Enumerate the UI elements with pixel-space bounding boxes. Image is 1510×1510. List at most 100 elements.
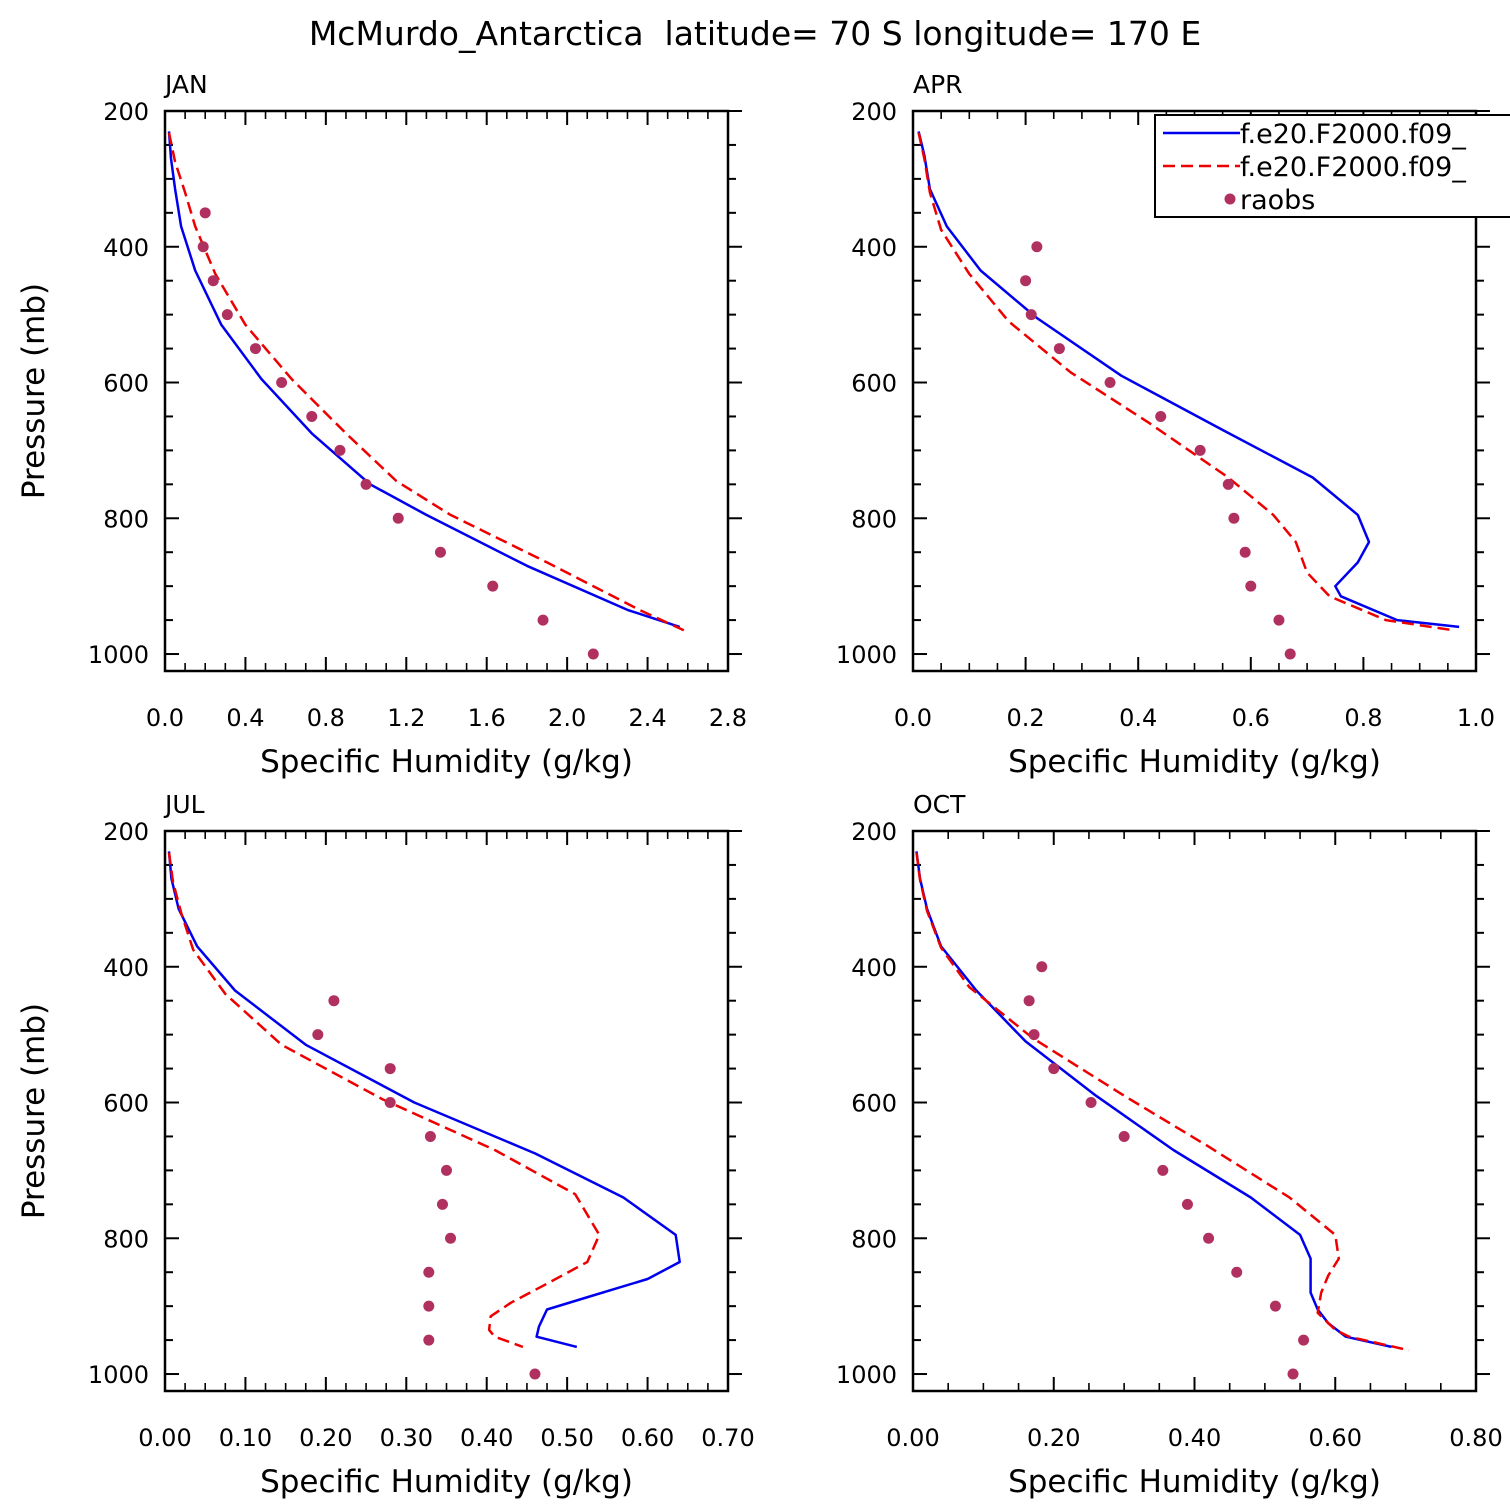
series-line-dashed xyxy=(167,132,685,632)
raobs-point xyxy=(587,648,599,660)
y-tick-label: 400 xyxy=(103,954,149,982)
raobs-point xyxy=(434,546,446,558)
y-tick-label: 600 xyxy=(851,1090,897,1118)
raobs-point xyxy=(1284,648,1296,660)
y-tick-label: 600 xyxy=(103,1090,149,1118)
x-tick-label: 2.0 xyxy=(548,704,586,732)
legend: f.e20.F2000.f09_f.e20.F2000.f09_raobs xyxy=(1154,114,1510,218)
raobs-point xyxy=(445,1232,457,1244)
series-line-solid xyxy=(167,131,681,629)
x-tick-label: 0.60 xyxy=(621,1424,674,1452)
raobs-point xyxy=(1053,343,1065,355)
x-axis-label: Specific Humidity (g/kg) xyxy=(1008,744,1381,780)
raobs-point xyxy=(1269,1300,1281,1312)
legend-marker-raobs xyxy=(1224,193,1236,205)
raobs-point xyxy=(1036,961,1048,973)
x-tick-label: 0.40 xyxy=(1168,1424,1221,1452)
x-tick-label: 0.8 xyxy=(307,704,345,732)
raobs-point xyxy=(487,580,499,592)
plot-frame xyxy=(163,829,730,1393)
raobs-point xyxy=(424,1130,436,1142)
raobs-point xyxy=(1245,580,1257,592)
x-tick-label: 2.4 xyxy=(628,704,666,732)
series-line-solid xyxy=(915,851,1392,1349)
x-axis-label: Specific Humidity (g/kg) xyxy=(1008,1464,1381,1500)
y-tick-label: 400 xyxy=(103,234,149,262)
y-tick-label: 200 xyxy=(851,98,897,126)
legend-label: f.e20.F2000.f09_ xyxy=(1240,119,1466,150)
y-axis-label: Pressure (mb) xyxy=(16,1003,52,1219)
raobs-point xyxy=(1023,995,1035,1007)
x-tick-label: 0.0 xyxy=(894,704,932,732)
x-tick-label: 1.6 xyxy=(468,704,506,732)
raobs-point xyxy=(1031,241,1043,253)
raobs-point xyxy=(1203,1232,1215,1244)
raobs-point xyxy=(423,1266,435,1278)
raobs-point xyxy=(1028,1029,1040,1041)
x-tick-label: 2.8 xyxy=(709,704,747,732)
raobs-point xyxy=(1287,1368,1299,1380)
raobs-point xyxy=(1222,478,1234,490)
panel-title: APR xyxy=(913,70,963,99)
raobs-point xyxy=(1085,1097,1097,1109)
legend-label: f.e20.F2000.f09_ xyxy=(1240,152,1466,183)
raobs-point xyxy=(276,377,288,389)
raobs-point xyxy=(436,1198,448,1210)
raobs-point xyxy=(1181,1198,1193,1210)
legend-label: raobs xyxy=(1240,185,1315,216)
x-tick-label: 0.4 xyxy=(1119,704,1157,732)
panel-jul: JUL 0.00 0.10 0.20 0.30 0.40 0.50 0.60 0.70 200 40… xyxy=(16,790,755,1500)
raobs-point xyxy=(1298,1334,1310,1346)
x-axis-label: Specific Humidity (g/kg) xyxy=(260,1464,633,1500)
raobs-point xyxy=(1194,444,1206,456)
raobs-point xyxy=(360,478,372,490)
panel-jan: JAN 0.0 0.4 0.8 1.2 1.6 2.0 2.4 2.8 200 400 600 800 1… xyxy=(16,70,747,780)
y-tick-label: 800 xyxy=(103,505,149,533)
x-tick-label: 0.10 xyxy=(219,1424,272,1452)
plot-frame xyxy=(163,109,730,673)
raobs-point xyxy=(392,512,404,524)
raobs-point xyxy=(537,614,549,626)
raobs-point xyxy=(1155,410,1167,422)
y-tick-label: 200 xyxy=(851,818,897,846)
panel-title: OCT xyxy=(913,790,966,819)
y-tick-label: 400 xyxy=(851,954,897,982)
raobs-point xyxy=(441,1164,452,1176)
x-tick-label: 0.40 xyxy=(460,1424,513,1452)
x-tick-label: 0.20 xyxy=(299,1424,352,1452)
x-tick-label: 0.00 xyxy=(138,1424,191,1452)
raobs-point xyxy=(199,207,211,219)
raobs-point xyxy=(1048,1063,1060,1075)
y-axis-label: Pressure (mb) xyxy=(16,283,52,499)
y-tick-label: 800 xyxy=(851,505,897,533)
y-tick-label: 600 xyxy=(851,370,897,398)
y-tick-label: 200 xyxy=(103,98,149,126)
raobs-point xyxy=(384,1063,396,1075)
raobs-point xyxy=(207,275,219,287)
x-tick-label: 0.0 xyxy=(146,704,184,732)
y-tick-label: 600 xyxy=(103,370,149,398)
raobs-point xyxy=(529,1368,541,1380)
x-tick-label: 0.50 xyxy=(540,1424,593,1452)
raobs-point xyxy=(1231,1266,1243,1278)
raobs-point xyxy=(1157,1164,1169,1176)
y-tick-label: 400 xyxy=(851,234,897,262)
x-tick-label: 0.2 xyxy=(1007,704,1045,732)
x-tick-label: 0.6 xyxy=(1232,704,1270,732)
raobs-point xyxy=(1104,377,1116,389)
raobs-point xyxy=(1228,512,1240,524)
y-tick-label: 800 xyxy=(851,1225,897,1253)
series-line-dashed xyxy=(917,132,1454,632)
x-axis-label: Specific Humidity (g/kg) xyxy=(260,744,633,780)
x-tick-label: 0.30 xyxy=(380,1424,433,1452)
panel-title: JUL xyxy=(163,790,205,819)
raobs-point xyxy=(1273,614,1285,626)
x-tick-label: 0.8 xyxy=(1344,704,1382,732)
x-tick-label: 0.00 xyxy=(886,1424,939,1452)
panels: JAN 0.0 0.4 0.8 1.2 1.6 2.0 2.4 2.8 200 400 600 800 1… xyxy=(16,70,1503,1500)
panel-oct: OCT 0.00 0.20 0.40 0.60 0.80 200 400 600 800 1000 S… xyxy=(836,790,1503,1500)
raobs-point xyxy=(1025,309,1037,321)
x-tick-label: 0.80 xyxy=(1449,1424,1502,1452)
raobs-point xyxy=(423,1300,435,1312)
